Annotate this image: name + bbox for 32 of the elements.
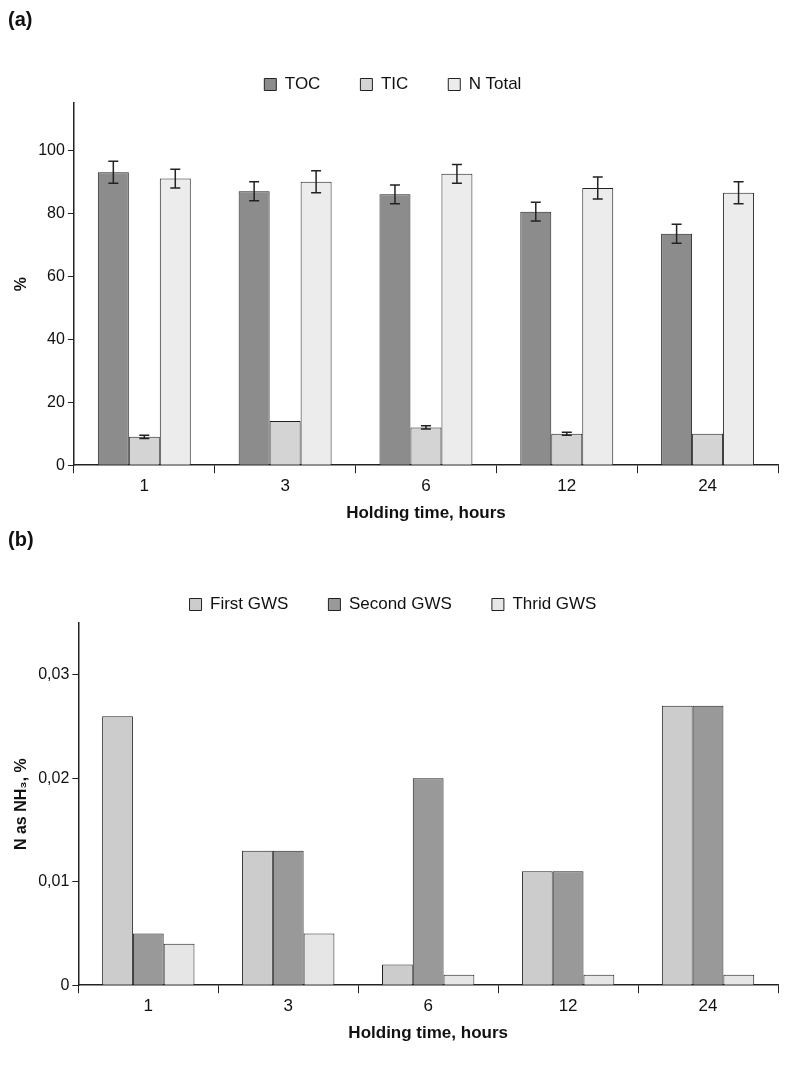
y-tick-label: 0 (55, 455, 65, 473)
x-tick-label: 3 (280, 476, 290, 496)
x-tick-label: 12 (557, 476, 577, 496)
y-tick-label: 0 (60, 975, 70, 993)
legend-label: TOC (284, 74, 321, 94)
x-tick-label: 6 (421, 476, 431, 496)
y-tick-label: 0,01 (38, 872, 70, 890)
y-tick-label: 60 (47, 266, 65, 284)
x-tick-label: 3 (283, 996, 293, 1016)
y-tick-label: 0,03 (38, 665, 70, 683)
x-axis-title: Holding time, hours (348, 1023, 508, 1043)
x-tick-label: 6 (423, 996, 433, 1016)
x-tick-label: 1 (139, 476, 150, 496)
chart-title: (a) (8, 7, 33, 30)
x-tick-label: 24 (698, 476, 718, 496)
y-axis-title: N as NH₃, % (12, 758, 30, 851)
chart-title: (b) (8, 527, 34, 550)
y-tick-label: 20 (47, 392, 65, 410)
x-tick-label: 24 (698, 996, 718, 1016)
legend-label: First GWS (210, 594, 289, 614)
x-tick-label: 1 (143, 996, 154, 1016)
legend-label: Thrid GWS (512, 594, 597, 614)
y-tick-label: 40 (47, 329, 65, 347)
x-tick-label: 12 (558, 996, 578, 1016)
y-tick-label: 100 (38, 140, 65, 158)
legend-label: TIC (380, 74, 409, 94)
y-tick-label: 80 (47, 203, 65, 221)
x-axis-title: Holding time, hours (346, 503, 506, 523)
y-tick-label: 0,02 (38, 768, 70, 786)
y-axis-title: % (12, 276, 30, 292)
legend-label: Second GWS (348, 594, 452, 614)
legend-label: N Total (468, 74, 522, 94)
